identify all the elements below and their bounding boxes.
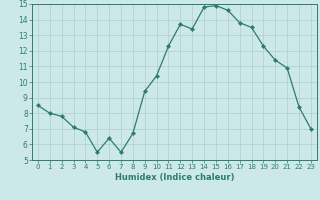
X-axis label: Humidex (Indice chaleur): Humidex (Indice chaleur)	[115, 173, 234, 182]
